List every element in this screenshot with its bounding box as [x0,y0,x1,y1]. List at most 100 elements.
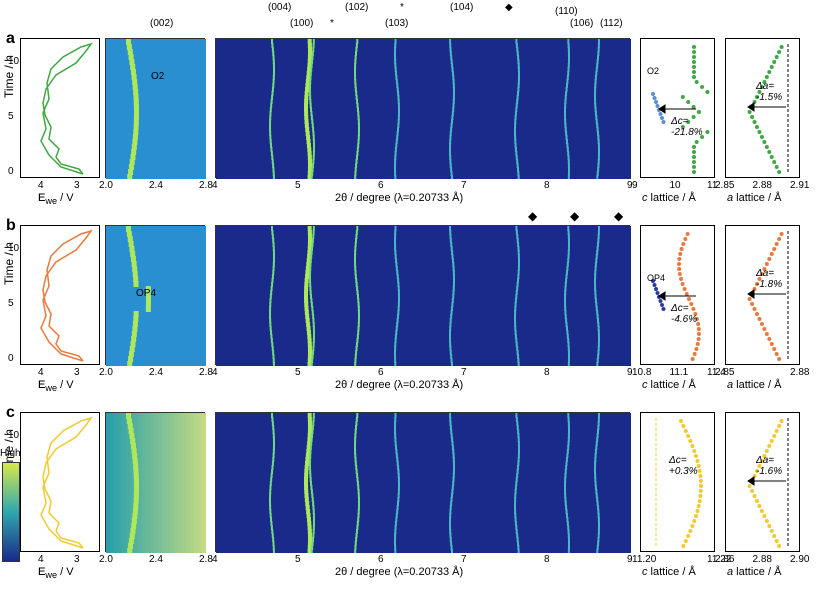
a-tick: 2.88 [753,554,772,565]
peak-label: (104) [450,2,473,13]
panel-label-c: c [6,404,15,422]
c-tick: 10 [670,180,681,191]
v-tick: 3 [74,180,80,191]
peak-label: (106) [570,18,593,29]
x-axis-ewe: Ewe / V [38,379,74,393]
a-tick: 2.90 [790,554,809,565]
h1-tick: 2.0 [99,367,113,378]
c-axis-label: c lattice / Å [642,192,696,204]
svg-text:Δa=-1.6%: Δa=-1.6% [755,455,782,477]
y-tick: 10 [8,243,19,254]
a-lattice-plot: Δa=-1.8% [725,225,800,365]
h1-tick: 2.8 [199,554,213,565]
v-tick: 4 [38,554,44,565]
a-tick: 2.88 [753,180,772,191]
panel-label-a: a [6,30,15,48]
peak-label: (112) [600,18,623,29]
diamond-marker: ◆ [614,209,623,223]
h1-tick: 2.0 [99,554,113,565]
a-lattice-plot: Δa=-1.6% [725,412,800,552]
y-tick: 0 [8,166,14,177]
x-axis-ewe: Ewe / V [38,192,74,206]
voltage-plot [20,225,100,365]
peak-label: * [400,2,404,13]
svg-text:OP4: OP4 [136,288,156,299]
peak-label: * [330,18,334,29]
h2-tick: 8 [544,554,550,565]
h2-tick: 8 [544,180,550,191]
peak-label: (100) [290,18,313,29]
h1-tick: 2.8 [199,180,213,191]
c-tick: 9 [632,180,638,191]
v-tick: 4 [38,367,44,378]
peak-label: (102) [345,2,368,13]
peak-label: (002) [150,18,173,29]
voltage-plot [20,412,100,552]
y-tick: 5 [8,298,14,309]
heatmap-wide [215,412,630,552]
h2-tick: 4 [212,180,218,191]
h2-tick: 6 [378,180,384,191]
h2-tick: 5 [295,180,301,191]
h2-tick: 5 [295,554,301,565]
colorbar-label: High [0,448,21,459]
svg-text:OP4: OP4 [647,273,665,283]
colorbar [2,462,20,562]
panel-label-b: b [6,217,16,235]
a-tick: 2.91 [790,180,809,191]
x-axis-ewe: Ewe / V [38,566,74,580]
c-lattice-plot: O2Δc=-21.8% [640,38,715,178]
y-tick: 10 [8,56,19,67]
c-lattice-plot: Δc=+0.3% [640,412,715,552]
c-tick: 10.8 [632,367,651,378]
c-axis-label: c lattice / Å [642,566,696,578]
h1-tick: 2.4 [149,554,163,565]
a-tick: 2.85 [715,367,734,378]
voltage-plot [20,38,100,178]
heatmap-002 [105,412,205,552]
v-tick: 4 [38,180,44,191]
h1-tick: 2.4 [149,180,163,191]
h1-tick: 2.0 [99,180,113,191]
h2-tick: 8 [544,367,550,378]
peak-label: ◆ [505,2,513,13]
a-lattice-plot: Δa=-1.5% [725,38,800,178]
x-axis-2theta: 2θ / degree (λ=0.20733 Å) [335,192,463,204]
heatmap-wide [215,225,630,365]
y-tick: 0 [8,353,14,364]
peak-label: (004) [268,2,291,13]
a-axis-label: a lattice / Å [727,379,781,391]
y-tick: 10 [8,430,19,441]
heatmap-002: OP4 [105,225,205,365]
svg-text:Δc=-21.8%: Δc=-21.8% [670,116,703,138]
x-axis-2theta: 2θ / degree (λ=0.20733 Å) [335,379,463,391]
c-tick: 11.20 [632,554,656,565]
v-tick: 3 [74,367,80,378]
h1-tick: 2.8 [199,367,213,378]
v-tick: 3 [74,554,80,565]
a-axis-label: a lattice / Å [727,192,781,204]
h2-tick: 4 [212,367,218,378]
diamond-marker: ◆ [528,209,537,223]
h2-tick: 7 [461,554,467,565]
c-axis-label: c lattice / Å [642,379,696,391]
c-lattice-plot: OP4 Δc=-4.6% [640,225,715,365]
svg-text:O2: O2 [151,71,165,82]
h2-tick: 5 [295,367,301,378]
svg-text:Δa=-1.5%: Δa=-1.5% [755,81,782,103]
a-tick: 2.86 [715,554,734,565]
y-tick: 5 [8,111,14,122]
h2-tick: 7 [461,367,467,378]
peak-label: (103) [385,18,408,29]
h2-tick: 6 [378,367,384,378]
heatmap-wide [215,38,630,178]
h2-tick: 6 [378,554,384,565]
svg-text:Δc=+0.3%: Δc=+0.3% [668,455,698,477]
svg-text:Δc=-4.6%: Δc=-4.6% [670,303,697,325]
h1-tick: 2.4 [149,367,163,378]
c-tick: 11.1 [670,367,689,378]
h2-tick: 7 [461,180,467,191]
diamond-marker: ◆ [570,209,579,223]
peak-label: (110) [555,6,578,17]
a-axis-label: a lattice / Å [727,566,781,578]
